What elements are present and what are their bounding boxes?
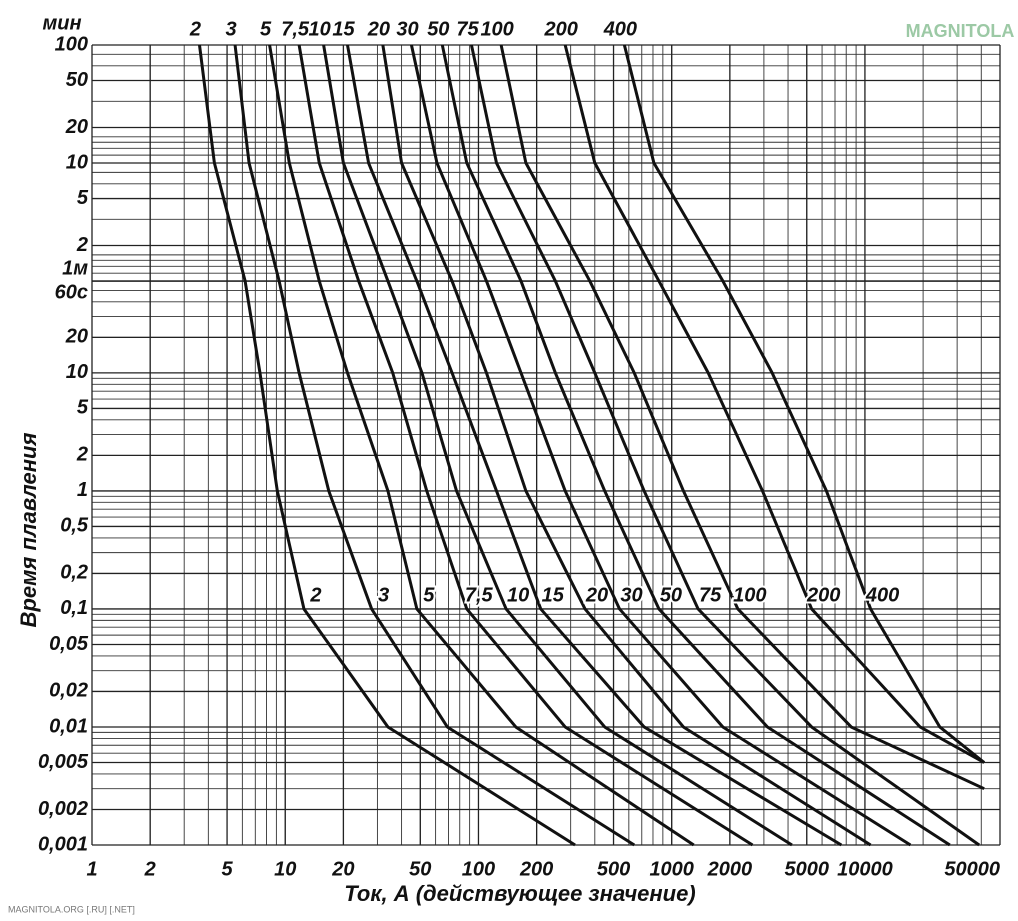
y-tick-label: 0,5 — [60, 515, 89, 537]
series-label-bottom: 200 — [806, 584, 840, 606]
series-label-bottom: 7,5 — [465, 584, 494, 606]
series-label-bottom: 75 — [699, 584, 722, 606]
y-tick-label: 0,001 — [38, 833, 88, 855]
x-tick-label: 50 — [409, 858, 431, 880]
series-label-bottom: 5 — [423, 584, 435, 606]
curve — [322, 44, 793, 847]
series-label-top: 2 — [189, 18, 201, 40]
series-label-bottom: 15 — [542, 584, 565, 606]
x-tick-label: 5 — [222, 858, 234, 880]
y-tick-label: 5 — [77, 397, 89, 419]
y-tick-label: 0,002 — [38, 798, 88, 820]
curve — [440, 44, 951, 847]
y-tick-label: 10 — [66, 151, 88, 173]
x-tick-label: 200 — [519, 858, 553, 880]
x-tick-label: 2000 — [707, 858, 753, 880]
x-tick-label: 20 — [331, 858, 354, 880]
series-label-top: 3 — [226, 18, 237, 40]
curve — [563, 44, 985, 764]
y-tick-label: 20 — [65, 116, 88, 138]
series-label-bottom: 3 — [378, 584, 389, 606]
curve — [346, 44, 843, 847]
y-tick-label: 0,005 — [38, 751, 89, 773]
y-tick-label: 0,05 — [49, 633, 89, 655]
series-label-top: 10 — [308, 18, 330, 40]
curve — [381, 44, 872, 847]
series-label-bottom: 10 — [507, 584, 529, 606]
series-label-top: 7,5 — [281, 18, 310, 40]
y-tick-label: 0,02 — [49, 680, 88, 702]
series-label-top: 50 — [427, 18, 449, 40]
y-tick-label: 100 — [55, 33, 88, 55]
y-tick-label: 0,01 — [49, 715, 88, 737]
watermark: MAGNITOLA — [906, 21, 1015, 41]
y-axis-label: Время плавления — [16, 433, 41, 628]
curve — [268, 44, 695, 847]
series-label-top: 30 — [396, 18, 418, 40]
curve — [297, 44, 754, 847]
series-label-top: 400 — [603, 18, 637, 40]
curve — [499, 44, 985, 791]
series-label-top: 20 — [367, 18, 390, 40]
y-tick-label: 0,1 — [60, 597, 88, 619]
curve — [233, 44, 636, 847]
series-label-top: 75 — [456, 18, 479, 40]
footer: MAGNITOLA.ORG [.RU] [.NET] — [8, 904, 135, 914]
x-tick-label: 2 — [144, 858, 156, 880]
y-tick-label: 20 — [65, 326, 88, 348]
series-label-bottom: 400 — [865, 584, 899, 606]
y-tick-label: 50 — [66, 69, 88, 91]
curve — [470, 44, 981, 847]
x-tick-label: 100 — [462, 858, 495, 880]
x-axis-label: Ток, А (действующее значение) — [344, 881, 695, 906]
x-tick-label: 1 — [86, 858, 97, 880]
x-tick-label: 10000 — [837, 858, 893, 880]
x-tick-label: 10 — [274, 858, 296, 880]
series-label-bottom: 30 — [620, 584, 642, 606]
curve — [409, 44, 912, 847]
series-label-bottom: 20 — [585, 584, 608, 606]
y-unit-label: мин — [42, 12, 81, 34]
y-tick-label: 1 — [77, 479, 88, 501]
y-tick-label: 60с — [55, 281, 88, 303]
series-label-top: 15 — [332, 18, 355, 40]
y-tick-label: 5 — [77, 187, 89, 209]
y-tick-label: 0,2 — [60, 562, 88, 584]
series-label-bottom: 100 — [733, 584, 766, 606]
x-tick-label: 500 — [597, 858, 630, 880]
x-tick-label: 5000 — [785, 858, 830, 880]
series-label-bottom: 50 — [660, 584, 682, 606]
series-label-bottom: 2 — [309, 584, 321, 606]
curve — [622, 44, 986, 764]
series-label-top: 100 — [480, 18, 513, 40]
x-tick-label: 50000 — [944, 858, 1000, 880]
y-tick-label: 10 — [66, 361, 88, 383]
x-tick-label: 1000 — [649, 858, 694, 880]
series-label-top: 5 — [260, 18, 272, 40]
y-tick-label: 2 — [76, 234, 88, 256]
y-tick-label: 2 — [76, 444, 88, 466]
y-tick-label: 1м — [62, 257, 88, 279]
series-label-top: 200 — [543, 18, 577, 40]
curve — [198, 44, 576, 847]
